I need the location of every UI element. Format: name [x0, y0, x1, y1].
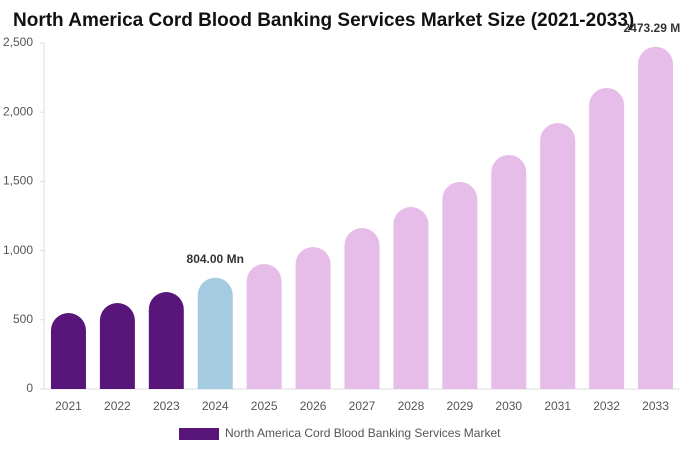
x-tick-label: 2027: [349, 399, 376, 413]
x-tick-label: 2025: [251, 399, 278, 413]
bar: [393, 207, 429, 389]
x-tick-label: 2029: [446, 399, 473, 413]
bar: [491, 154, 527, 389]
y-tick-label: 0: [26, 381, 33, 395]
x-tick-label: 2023: [153, 399, 180, 413]
x-tick-label: 2032: [593, 399, 620, 413]
x-tick-label: 2021: [55, 399, 82, 413]
bar: [344, 228, 380, 389]
y-tick-label: 2,000: [3, 104, 33, 118]
bar: [442, 181, 478, 389]
y-tick-label: 500: [13, 312, 33, 326]
value-label: 2473.29 Mn: [624, 21, 680, 35]
bar: [197, 277, 233, 389]
x-tick-label: 2031: [544, 399, 571, 413]
legend-swatch: [179, 428, 219, 440]
value-label: 804.00 Mn: [187, 252, 244, 266]
x-tick-label: 2033: [642, 399, 669, 413]
x-tick-label: 2030: [495, 399, 522, 413]
y-tick-label: 2,500: [3, 35, 33, 49]
bar: [638, 46, 674, 390]
chart-title: North America Cord Blood Banking Service…: [13, 10, 634, 31]
x-tick-label: 2028: [398, 399, 425, 413]
y-tick-label: 1,500: [3, 174, 33, 188]
bar: [148, 291, 184, 389]
legend-label: North America Cord Blood Banking Service…: [225, 426, 501, 440]
x-tick-label: 2022: [104, 399, 131, 413]
x-tick-label: 2024: [202, 399, 229, 413]
bar: [540, 122, 576, 390]
bar: [589, 87, 625, 389]
x-tick-label: 2026: [300, 399, 327, 413]
bar: [50, 313, 86, 389]
y-tick-label: 1,000: [3, 243, 33, 257]
bar: [246, 264, 282, 389]
bar: [295, 247, 331, 389]
bar: [99, 303, 135, 389]
